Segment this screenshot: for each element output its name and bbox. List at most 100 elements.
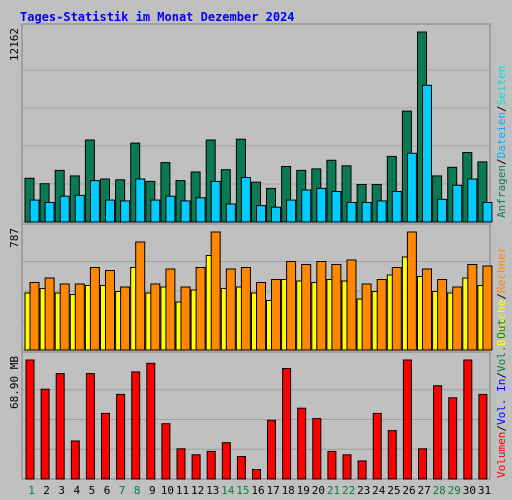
x-label-day-29: 29 <box>448 484 461 497</box>
bar-volumen-day-29 <box>448 397 458 480</box>
bar-volumen-day-10 <box>161 423 171 480</box>
bar-rechner-day-1 <box>29 282 40 351</box>
legends: Anfragen/Dateien/SeitenBesuche/RechnerVo… <box>495 66 508 478</box>
x-label-day-17: 17 <box>266 484 279 497</box>
bar-volumen-day-12 <box>191 454 201 480</box>
bar-dateien-day-15 <box>240 177 251 223</box>
bar-volumen-day-31 <box>478 393 488 480</box>
bar-volumen-day-7 <box>116 393 126 480</box>
bar-rechner-day-27 <box>422 268 432 351</box>
x-label-day-2: 2 <box>43 484 50 497</box>
bar-rechner-day-20 <box>316 261 327 351</box>
x-label-day-19: 19 <box>297 484 310 497</box>
legend-item-seiten: Seiten <box>495 66 508 106</box>
bar-rechner-day-23 <box>361 283 372 351</box>
bar-volumen-day-28 <box>433 385 443 480</box>
bar-rechner-day-5 <box>89 267 100 351</box>
bar-dateien-day-14 <box>225 203 236 223</box>
x-label-day-1: 1 <box>28 484 35 497</box>
hits-panel: 12162 <box>8 23 493 223</box>
y-max-label: 12162 <box>8 28 21 61</box>
legend-middle: Besuche/Rechner <box>495 246 508 346</box>
bar-dateien-day-7 <box>120 200 131 223</box>
bar-volumen-day-8 <box>131 371 141 480</box>
bar-rechner-day-16 <box>256 282 266 351</box>
bar-rechner-day-21 <box>331 264 342 351</box>
x-label-day-24: 24 <box>372 484 386 497</box>
x-label-day-11: 11 <box>176 484 189 497</box>
bar-dateien-day-2 <box>44 202 55 223</box>
bar-dateien-day-22 <box>346 202 357 223</box>
bar-dateien-day-28 <box>437 198 448 223</box>
bar-volumen-day-30 <box>463 359 473 480</box>
bar-dateien-day-1 <box>29 199 40 223</box>
bar-volumen-day-26 <box>402 359 412 480</box>
bar-dateien-day-20 <box>316 187 327 223</box>
bar-dateien-day-3 <box>59 195 70 223</box>
legend-top: Anfragen/Dateien/Seiten <box>495 66 508 218</box>
bar-dateien-day-8 <box>135 178 146 223</box>
x-label-day-23: 23 <box>357 484 370 497</box>
x-label-day-26: 26 <box>402 484 415 497</box>
legend-item-volin: Vol. In <box>495 379 508 425</box>
bar-rechner-day-2 <box>44 277 55 351</box>
bar-volumen-day-13 <box>206 450 216 480</box>
legend-item-volout: Vol. Out <box>495 319 508 372</box>
bar-dateien-day-17 <box>271 206 281 223</box>
bar-rechner-day-18 <box>286 261 297 351</box>
x-label-day-7: 7 <box>119 484 126 497</box>
bar-volumen-day-18 <box>282 368 292 480</box>
bar-volumen-day-25 <box>387 430 397 480</box>
bar-dateien-day-10 <box>165 195 176 223</box>
x-label-day-5: 5 <box>89 484 96 497</box>
bar-volumen-day-5 <box>85 373 95 480</box>
bar-dateien-day-21 <box>331 191 342 223</box>
bar-volumen-day-19 <box>297 407 307 480</box>
x-label-day-21: 21 <box>327 484 340 497</box>
legend-item-dateien: Dateien <box>495 112 508 158</box>
bar-volumen-day-23 <box>357 460 367 480</box>
bar-rechner-day-7 <box>120 286 131 351</box>
bar-dateien-day-31 <box>482 202 493 223</box>
bar-dateien-day-19 <box>301 189 312 223</box>
bar-rechner-day-30 <box>467 264 478 351</box>
bar-dateien-day-13 <box>210 180 221 223</box>
bar-volumen-day-27 <box>418 448 427 480</box>
bar-rechner-day-22 <box>346 259 357 351</box>
x-label-day-9: 9 <box>149 484 156 497</box>
bar-rechner-day-13 <box>210 231 221 351</box>
x-label-day-3: 3 <box>58 484 65 497</box>
visits-panel: 787 <box>8 223 493 351</box>
bar-volumen-day-22 <box>342 454 352 480</box>
bar-volumen-day-4 <box>70 440 80 480</box>
bar-dateien-day-23 <box>361 202 372 223</box>
bar-rechner-day-28 <box>437 279 448 351</box>
legend-bottom: Volumen/Vol. In/Vol. Out <box>495 319 508 478</box>
x-label-day-22: 22 <box>342 484 355 497</box>
bar-dateien-day-12 <box>195 197 206 223</box>
x-label-day-16: 16 <box>251 484 264 497</box>
bar-volumen-day-16 <box>252 469 261 480</box>
x-axis-labels: 1 2 3 4 5 6 7 8 9 10 11 12 13 14 15 16 17 18 19 20 21 22 23 24 2… <box>28 484 491 497</box>
bar-volumen-day-15 <box>236 456 246 480</box>
bar-volumen-day-14 <box>221 442 231 480</box>
bar-rechner-day-9 <box>150 283 161 351</box>
chart-title: Tages-Statistik im Monat Dezember 2024 <box>20 10 295 24</box>
x-label-day-30: 30 <box>463 484 476 497</box>
legend-item-besuche: Besuche <box>495 300 508 346</box>
x-label-day-10: 10 <box>161 484 174 497</box>
bar-dateien-day-27 <box>422 84 432 223</box>
bar-rechner-day-25 <box>391 267 402 351</box>
x-label-day-18: 18 <box>282 484 295 497</box>
bar-rechner-day-12 <box>195 267 206 351</box>
bar-rechner-day-29 <box>452 286 463 351</box>
bar-volumen-day-17 <box>267 419 276 480</box>
bar-dateien-day-5 <box>89 180 100 223</box>
x-label-day-28: 28 <box>433 484 446 497</box>
bar-dateien-day-24 <box>376 200 387 223</box>
bar-volumen-day-9 <box>146 362 156 480</box>
volume-panel: 68.90 MB <box>8 351 491 480</box>
bar-volumen-day-24 <box>372 412 382 480</box>
bar-dateien-day-6 <box>105 199 115 223</box>
